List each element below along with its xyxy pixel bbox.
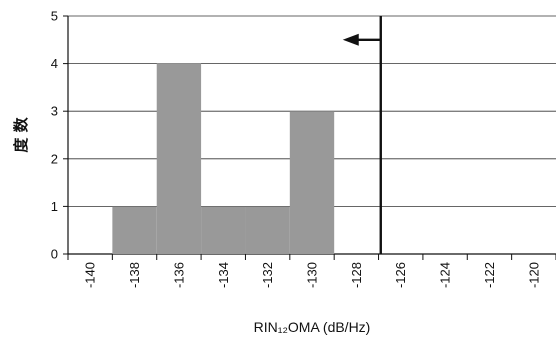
y-tick-label: 5 xyxy=(51,9,58,24)
limit-arrow-head xyxy=(342,33,359,46)
y-tick-label: 3 xyxy=(51,104,58,119)
histogram-bar xyxy=(245,206,290,254)
x-tick-label: -130 xyxy=(305,262,320,288)
x-axis-ticks: -140 -138 -136 -134 -132 -130 -128 -126 -124 -122… xyxy=(67,254,556,288)
y-tick-label: 4 xyxy=(51,56,58,71)
bars xyxy=(112,63,335,254)
x-tick-label: -136 xyxy=(171,262,186,288)
x-tick-label: -140 xyxy=(83,262,98,288)
y-tick-label: 1 xyxy=(51,199,58,214)
histogram-bar xyxy=(156,63,202,254)
x-tick-label: -134 xyxy=(216,262,231,288)
x-tick-label: -138 xyxy=(127,262,142,288)
limit-line-group xyxy=(342,16,382,254)
x-tick-label: -122 xyxy=(482,262,497,288)
x-axis-label: RIN₁₂OMA (dB/Hz) xyxy=(254,319,371,335)
x-tick-label: -126 xyxy=(393,262,408,288)
histogram-bar xyxy=(289,111,335,254)
x-tick-label: -132 xyxy=(260,262,275,288)
y-tick-label: 2 xyxy=(51,151,58,166)
x-tick-label: -124 xyxy=(438,262,453,288)
x-tick-label: -128 xyxy=(349,262,364,288)
y-axis-label: 度 数 xyxy=(12,116,30,152)
y-axis-ticks: 0 1 2 3 4 5 xyxy=(51,9,68,262)
histogram-bar xyxy=(112,206,157,254)
histogram-bar xyxy=(201,206,246,254)
x-tick-label: -120 xyxy=(526,262,541,288)
y-tick-label: 0 xyxy=(51,247,58,262)
